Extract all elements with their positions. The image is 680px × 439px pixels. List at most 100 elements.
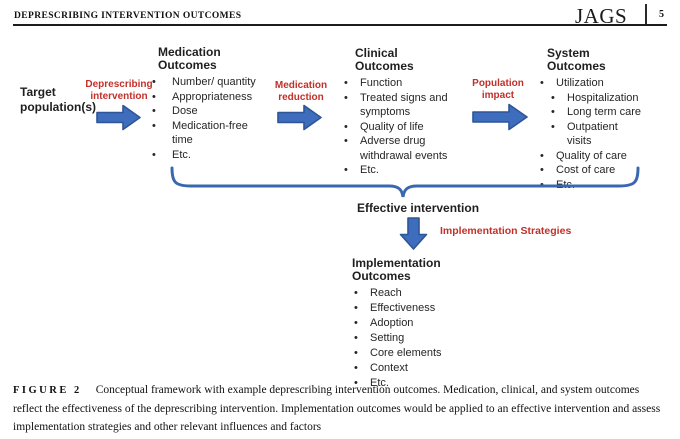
list-item-label: Number/ quantity <box>172 76 256 88</box>
figure-number: FIGURE 2 <box>13 385 82 396</box>
bullet-icon: • <box>344 91 348 104</box>
list-item: • Context <box>352 361 502 376</box>
bullet-icon: • <box>540 178 544 191</box>
page-number: 5 <box>659 9 664 20</box>
implementation-outcomes-list: • Reach • Effectiveness • Adoption • Setting • Co… <box>352 286 502 391</box>
bullet-icon: • <box>152 90 156 103</box>
bullet-icon: • <box>354 317 358 329</box>
bullet-icon: • <box>344 120 348 133</box>
running-title: DEPRESCRIBING INTERVENTION OUTCOMES <box>14 11 242 21</box>
bullet-icon: • <box>354 362 358 374</box>
medication-outcomes-column: Medication Outcomes • Number/ quantity • Ap… <box>150 46 274 162</box>
deprescribing-intervention-label: Deprescribing intervention <box>85 79 153 102</box>
list-item-label: Dose <box>172 105 198 117</box>
population-impact-label: Population impact <box>472 78 524 101</box>
medication-outcomes-title: Medication Outcomes <box>158 45 221 72</box>
bullet-icon: • <box>344 77 348 89</box>
bullet-icon: • <box>551 120 555 133</box>
list-item: • Adoption <box>352 316 502 331</box>
bullet-icon: • <box>354 332 358 344</box>
list-item-label: Core elements <box>370 347 442 359</box>
figure-caption: FIGURE 2 Conceptual framework with exampl… <box>13 381 669 436</box>
list-item-label: Etc. <box>360 164 379 176</box>
bullet-icon: • <box>551 91 555 104</box>
bullet-icon: • <box>540 77 544 89</box>
bullet-icon: • <box>152 148 156 161</box>
clinical-outcomes-list: • Function • Treated signs and symptoms • Qua… <box>342 76 454 178</box>
system-outcomes-column: System Outcomes • Utilization • Hospitaliza… <box>538 47 642 192</box>
bullet-icon: • <box>540 164 544 176</box>
list-item-label: Etc. <box>172 148 191 161</box>
effective-intervention-label: Effective intervention <box>357 201 480 215</box>
list-item-label: Treated signs and symptoms <box>360 91 448 119</box>
list-item-label: Long term care <box>567 106 641 118</box>
list-item-label: Appropriateness <box>172 90 253 103</box>
bullet-icon: • <box>354 302 358 314</box>
list-item-label: Medication-free time <box>172 119 248 147</box>
list-item: • Function <box>342 76 454 91</box>
list-item: • Number/ quantity <box>150 75 274 90</box>
list-item-label: Function <box>360 77 403 89</box>
list-item: • Setting <box>352 331 502 346</box>
list-item-label: Adoption <box>370 317 414 329</box>
system-outcomes-title: System Outcomes <box>547 46 606 73</box>
bullet-icon: • <box>540 149 544 162</box>
list-item-label: Etc. <box>370 377 389 389</box>
list-item: • Medication-free time <box>150 119 274 148</box>
list-item: • Treated signs and symptoms <box>342 91 454 120</box>
bullet-icon: • <box>152 119 156 132</box>
list-item-label: Utilization <box>556 77 604 89</box>
system-outcomes-list: • Utilization • Hospitalization • Long term c… <box>538 76 642 192</box>
implementation-strategies-label: Implementation Strategies <box>440 225 572 237</box>
list-item: • Dose <box>150 104 274 119</box>
list-item: • Reach <box>352 286 502 301</box>
list-item: • Quality of life <box>342 120 454 135</box>
list-item: • Etc. <box>342 163 454 178</box>
list-item: • Long term care <box>538 105 642 120</box>
bullet-icon: • <box>354 377 358 389</box>
list-item: • Quality of care <box>538 149 642 164</box>
list-item: • Outpatient visits <box>538 120 642 149</box>
bullet-icon: • <box>354 347 358 359</box>
bullet-icon: • <box>551 106 555 118</box>
clinical-outcomes-column: Clinical Outcomes • Function • Treated sign… <box>342 47 454 178</box>
clinical-outcomes-title: Clinical Outcomes <box>355 46 414 73</box>
implementation-outcomes-column: Implementation Outcomes • Reach • Effective… <box>352 257 502 391</box>
right-arrow-icon <box>472 103 528 131</box>
list-item: • Adverse drug withdrawal events <box>342 134 454 163</box>
bullet-icon: • <box>152 105 156 117</box>
list-item: • Etc. <box>150 148 274 163</box>
bullet-icon: • <box>344 135 348 147</box>
bullet-icon: • <box>344 164 348 176</box>
list-item: • Utilization <box>538 76 642 91</box>
list-item-label: Setting <box>370 332 405 344</box>
list-item-label: Context <box>370 362 408 374</box>
list-item-label: Quality of life <box>360 120 424 133</box>
list-item: • Hospitalization <box>538 91 642 106</box>
list-item: • Effectiveness <box>352 301 502 316</box>
list-item: • Cost of care <box>538 163 642 178</box>
list-item-label: Effectiveness <box>370 302 436 314</box>
medication-reduction-label: Medication reduction <box>274 80 328 103</box>
list-item-label: Quality of care <box>556 149 627 162</box>
down-arrow-icon <box>399 217 428 250</box>
right-arrow-icon <box>96 104 141 131</box>
list-item-label: Etc. <box>556 178 575 191</box>
list-item-label: Outpatient visits <box>567 120 618 148</box>
implementation-outcomes-title: Implementation Outcomes <box>352 256 441 283</box>
bullet-icon: • <box>354 287 358 299</box>
right-arrow-icon <box>277 104 322 131</box>
header-divider <box>645 4 647 25</box>
list-item-label: Reach <box>370 287 402 299</box>
list-item-label: Hospitalization <box>567 91 639 104</box>
target-population-label: Target population(s) <box>20 85 96 114</box>
bullet-icon: • <box>152 76 156 88</box>
list-item-label: Cost of care <box>556 164 616 176</box>
list-item: • Core elements <box>352 346 502 361</box>
list-item-label: Adverse drug withdrawal events <box>360 135 448 162</box>
figure-caption-text: Conceptual framework with example depres… <box>13 384 661 433</box>
list-item: • Etc. <box>352 376 502 391</box>
list-item: • Appropriateness <box>150 90 274 105</box>
medication-outcomes-list: • Number/ quantity • Appropriateness • Dose • M… <box>150 75 274 162</box>
